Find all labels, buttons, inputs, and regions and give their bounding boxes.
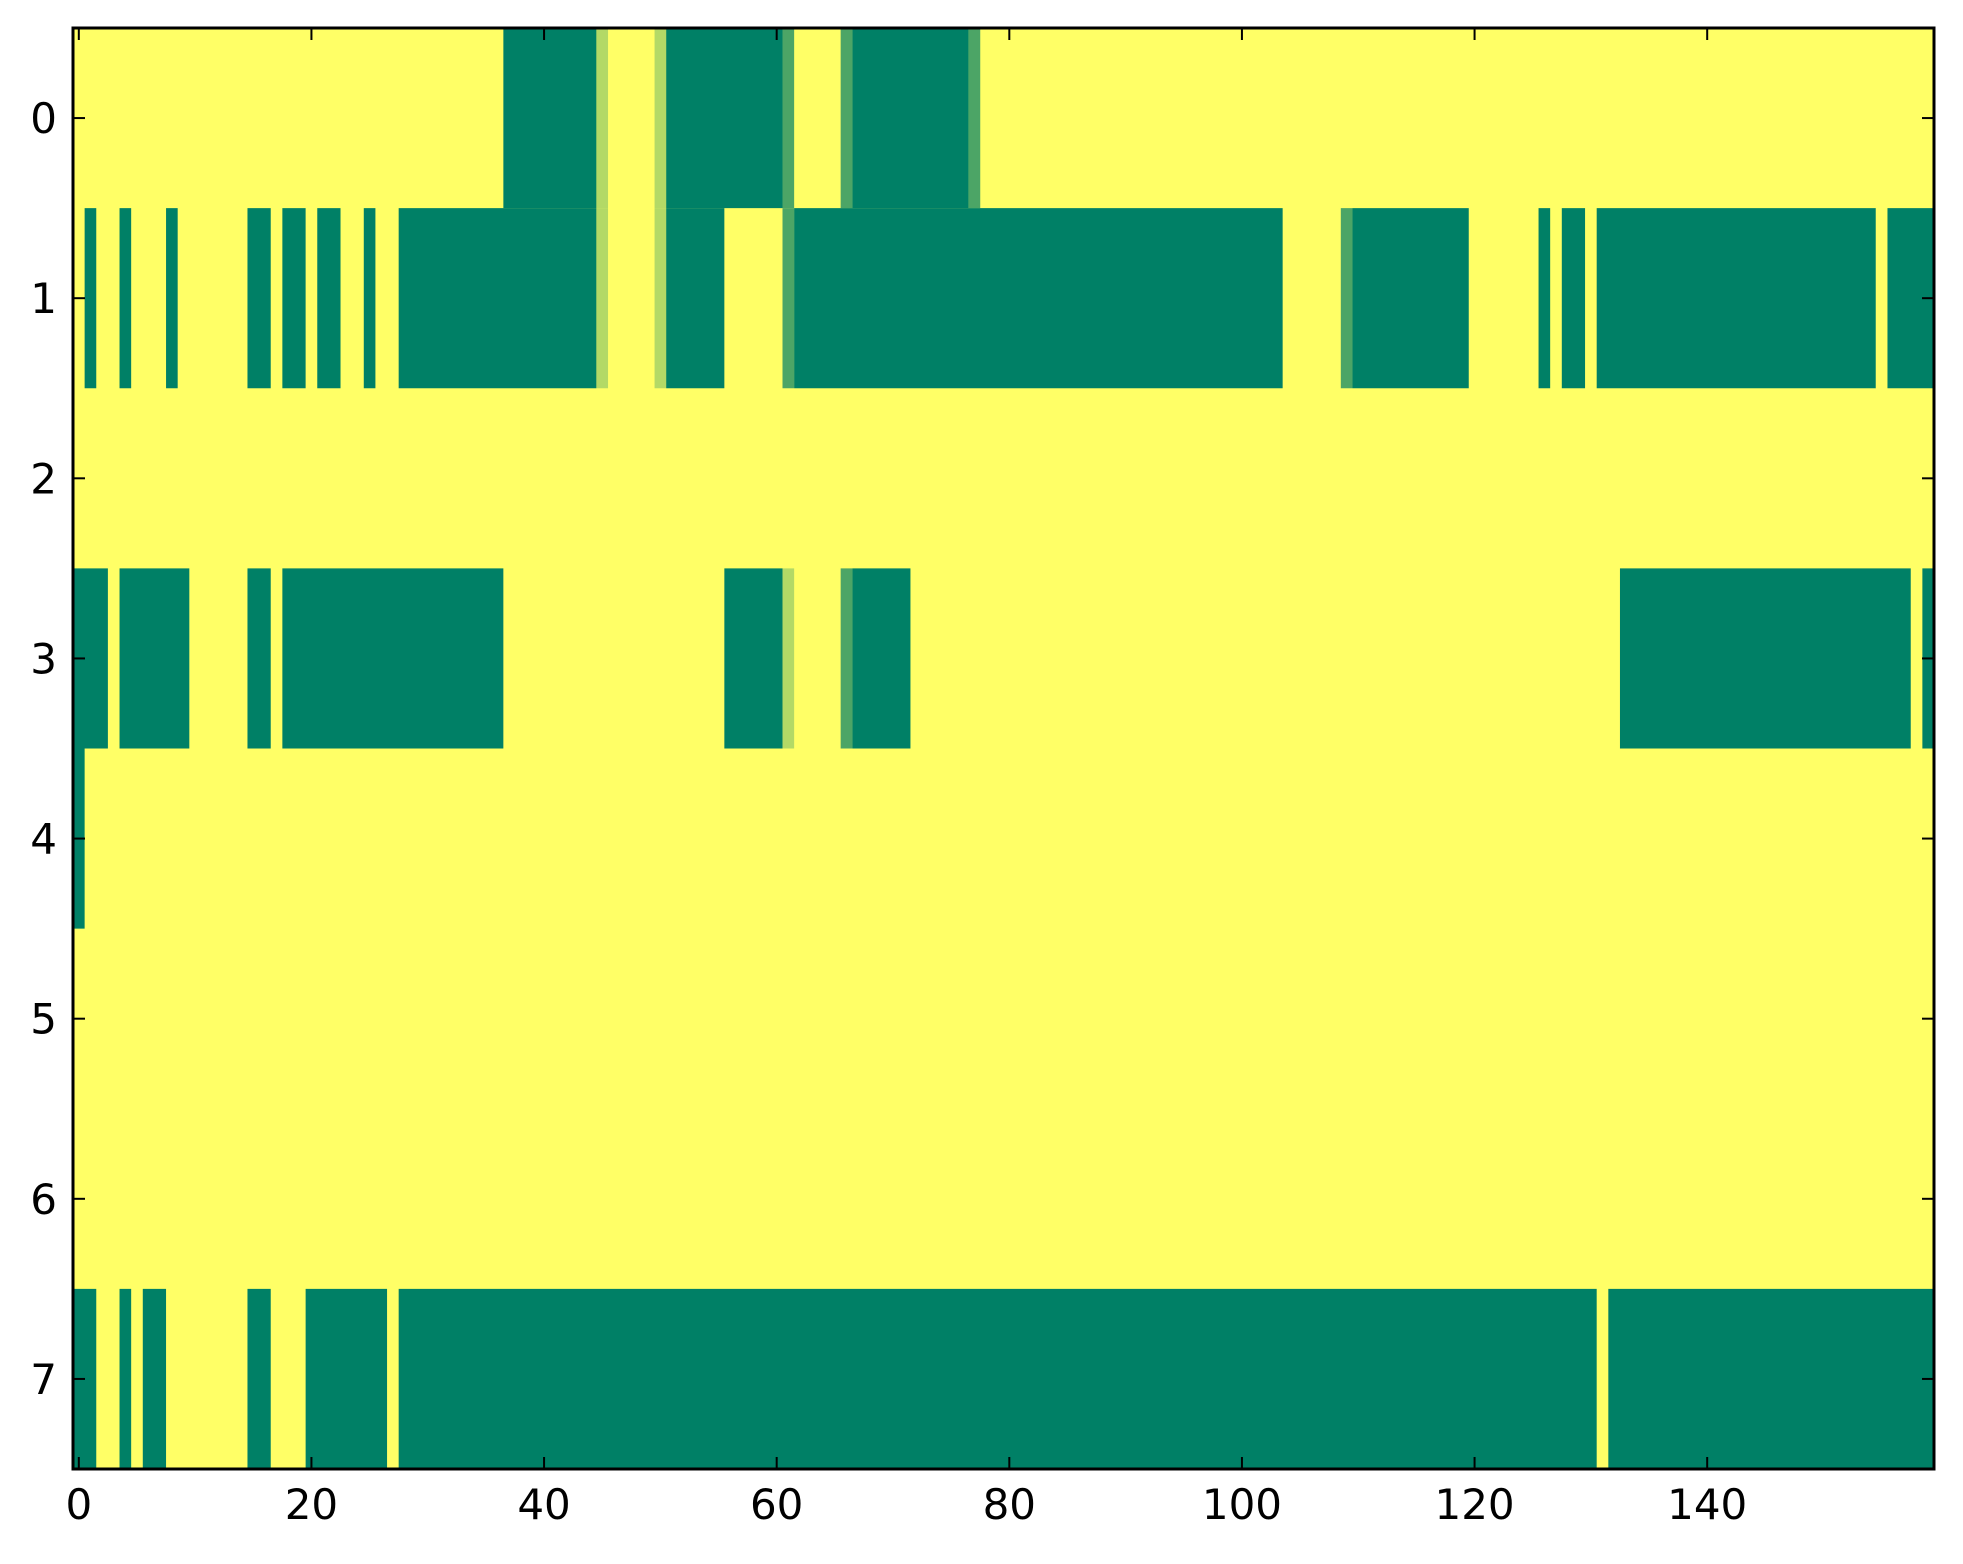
x-tick-label-4: 80	[983, 1480, 1036, 1529]
heatmap-cell-row-1-seg-21	[1340, 208, 1353, 389]
heatmap-cell-row-1-seg-26	[1875, 208, 1888, 389]
heatmap-cells	[73, 28, 1934, 1470]
y-tick-label-1: 1	[30, 274, 57, 323]
x-tick-label-1: 20	[285, 1480, 338, 1529]
heatmap-cell-row-3-seg-29	[119, 568, 190, 749]
heatmap-cell-row-1-seg-24	[1561, 208, 1586, 389]
x-tick-label-6: 120	[1434, 1480, 1514, 1529]
heatmap-cell-row-1-seg-25	[1596, 208, 1876, 389]
heatmap-cell-row-7-seg-42	[247, 1288, 271, 1470]
heatmap-cell-row-3-seg-33	[782, 568, 795, 749]
heatmap-cell-row-3-seg-36	[1619, 568, 1911, 749]
heatmap-cell-row-0-seg-4	[782, 28, 795, 209]
heatmap-cell-row-1-seg-18	[666, 208, 725, 389]
heatmap-cell-row-1-seg-9	[119, 208, 132, 389]
heatmap-cell-row-1-seg-11	[247, 208, 271, 389]
heatmap-cell-row-1-seg-13	[317, 208, 341, 389]
heatmap-cell-row-0-seg-3	[666, 28, 783, 209]
heatmap-cell-row-1-seg-8	[84, 208, 97, 389]
heatmap-cell-row-0-seg-5	[840, 28, 853, 209]
x-tick-label-0: 0	[65, 1480, 92, 1529]
y-tick-label-4: 4	[30, 815, 57, 864]
heatmap-cell-row-3-seg-35	[852, 568, 911, 749]
heatmap-cell-row-3-seg-32	[724, 568, 783, 749]
heatmap-cell-row-0-seg-1	[596, 28, 609, 209]
heatmap-cell-row-1-seg-15	[398, 208, 597, 389]
heatmap-cell-row-1-seg-16	[596, 208, 609, 389]
y-tick-label-5: 5	[30, 995, 57, 1044]
axis-ticks	[73, 28, 1934, 1469]
y-tick-label-2: 2	[30, 454, 57, 503]
y-tick-label-3: 3	[30, 634, 57, 683]
heatmap-cell-row-1-seg-19	[782, 208, 795, 389]
axis-tick-labels: 0 20 40 60 80 100 120 140 0 1 2 3 4 5 6 7	[30, 94, 1747, 1529]
y-tick-label-6: 6	[30, 1175, 57, 1224]
heatmap-cell-row-7-seg-41	[142, 1288, 167, 1470]
heatmap-cell-row-1-seg-14	[363, 208, 376, 389]
heatmap-cell-row-7-seg-40	[119, 1288, 132, 1470]
heatmap-cell-row-1-seg-12	[282, 208, 306, 389]
heatmap-cell-row-1-seg-17	[654, 208, 667, 389]
x-tick-label-2: 40	[517, 1480, 570, 1529]
heatmap-cell-row-7-seg-43	[305, 1288, 388, 1470]
heatmap-cell-row-3-seg-34	[840, 568, 853, 749]
y-tick-label-0: 0	[30, 94, 57, 143]
x-tick-label-7: 140	[1667, 1480, 1747, 1529]
x-tick-label-3: 60	[750, 1480, 803, 1529]
heatmap-cell-row-0-seg-7	[968, 28, 981, 209]
y-tick-label-7: 7	[30, 1355, 57, 1404]
heatmap-cell-row-1-seg-23	[1538, 208, 1551, 389]
heatmap-cell-row-1-seg-20	[794, 208, 1283, 389]
heatmap-cell-row-0-seg-6	[852, 28, 969, 209]
heatmap-cell-row-3-seg-30	[247, 568, 271, 749]
heatmap-cell-row-0-seg-2	[654, 28, 667, 209]
heatmap-cell-row-7-seg-44	[398, 1288, 1597, 1470]
heatmap-cell-row-0-seg-0	[503, 28, 597, 209]
heatmap-cell-row-7-seg-45	[1608, 1288, 1934, 1470]
heatmap-cell-row-1-seg-10	[166, 208, 178, 389]
heatmap-cell-row-3-seg-31	[282, 568, 504, 749]
plot-frame	[71, 26, 1936, 1471]
x-tick-label-5: 100	[1202, 1480, 1282, 1529]
heatmap-cell-row-1-seg-22	[1352, 208, 1469, 389]
